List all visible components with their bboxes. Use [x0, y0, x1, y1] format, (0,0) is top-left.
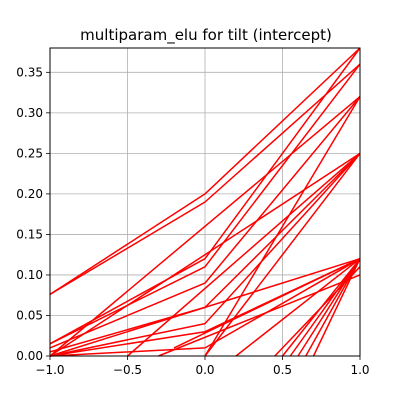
chart-title: multiparam_elu for tilt (intercept)	[80, 26, 332, 45]
series-line-band-5	[49, 96, 361, 349]
y-tick-label: 0.30	[16, 106, 43, 120]
series-line-cross-2	[49, 152, 361, 357]
series-line-cross-9	[297, 258, 361, 357]
y-tick-label: 0.15	[16, 227, 43, 241]
y-tick-label: 0.00	[16, 349, 43, 363]
series-line-band-9	[49, 258, 361, 357]
series-line-band-3	[49, 47, 361, 345]
x-tick-label: 0.0	[195, 363, 214, 377]
series-line-cross-3	[49, 257, 361, 357]
series-line-cross-5	[204, 152, 361, 357]
series-line-band-4	[49, 63, 361, 345]
y-tick-label: 0.25	[16, 146, 43, 160]
y-tick-label: 0.05	[16, 308, 43, 322]
x-tick-label: −1.0	[35, 363, 64, 377]
series-line-band-2	[49, 63, 361, 296]
y-axis: 0.00 0.05 0.10 0.15 0.20 0.25 0.30 0.35	[16, 65, 50, 363]
x-tick-label: 1.0	[350, 363, 369, 377]
series-line-cross-4	[127, 152, 361, 357]
series-line-cross-1	[49, 96, 361, 357]
series-line-cross-6	[204, 96, 361, 357]
y-tick-label: 0.35	[16, 65, 43, 79]
x-tick-label: −0.5	[113, 363, 142, 377]
series-line-cross-10	[305, 258, 361, 357]
series-line-cross-12	[274, 266, 361, 357]
series-lines	[49, 47, 361, 357]
y-tick-label: 0.20	[16, 187, 43, 201]
series-line-cross-8	[289, 258, 361, 357]
y-tick-label: 0.10	[16, 268, 43, 282]
series-line-cross-15	[173, 258, 361, 349]
series-line-band-7	[49, 152, 361, 357]
series-line-band-1	[49, 47, 361, 296]
x-tick-label: 0.5	[273, 363, 292, 377]
series-line-cross-13	[235, 258, 361, 357]
x-axis: −1.0 −0.5 0.0 0.5 1.0	[35, 356, 370, 377]
series-line-cross-14	[158, 274, 361, 357]
